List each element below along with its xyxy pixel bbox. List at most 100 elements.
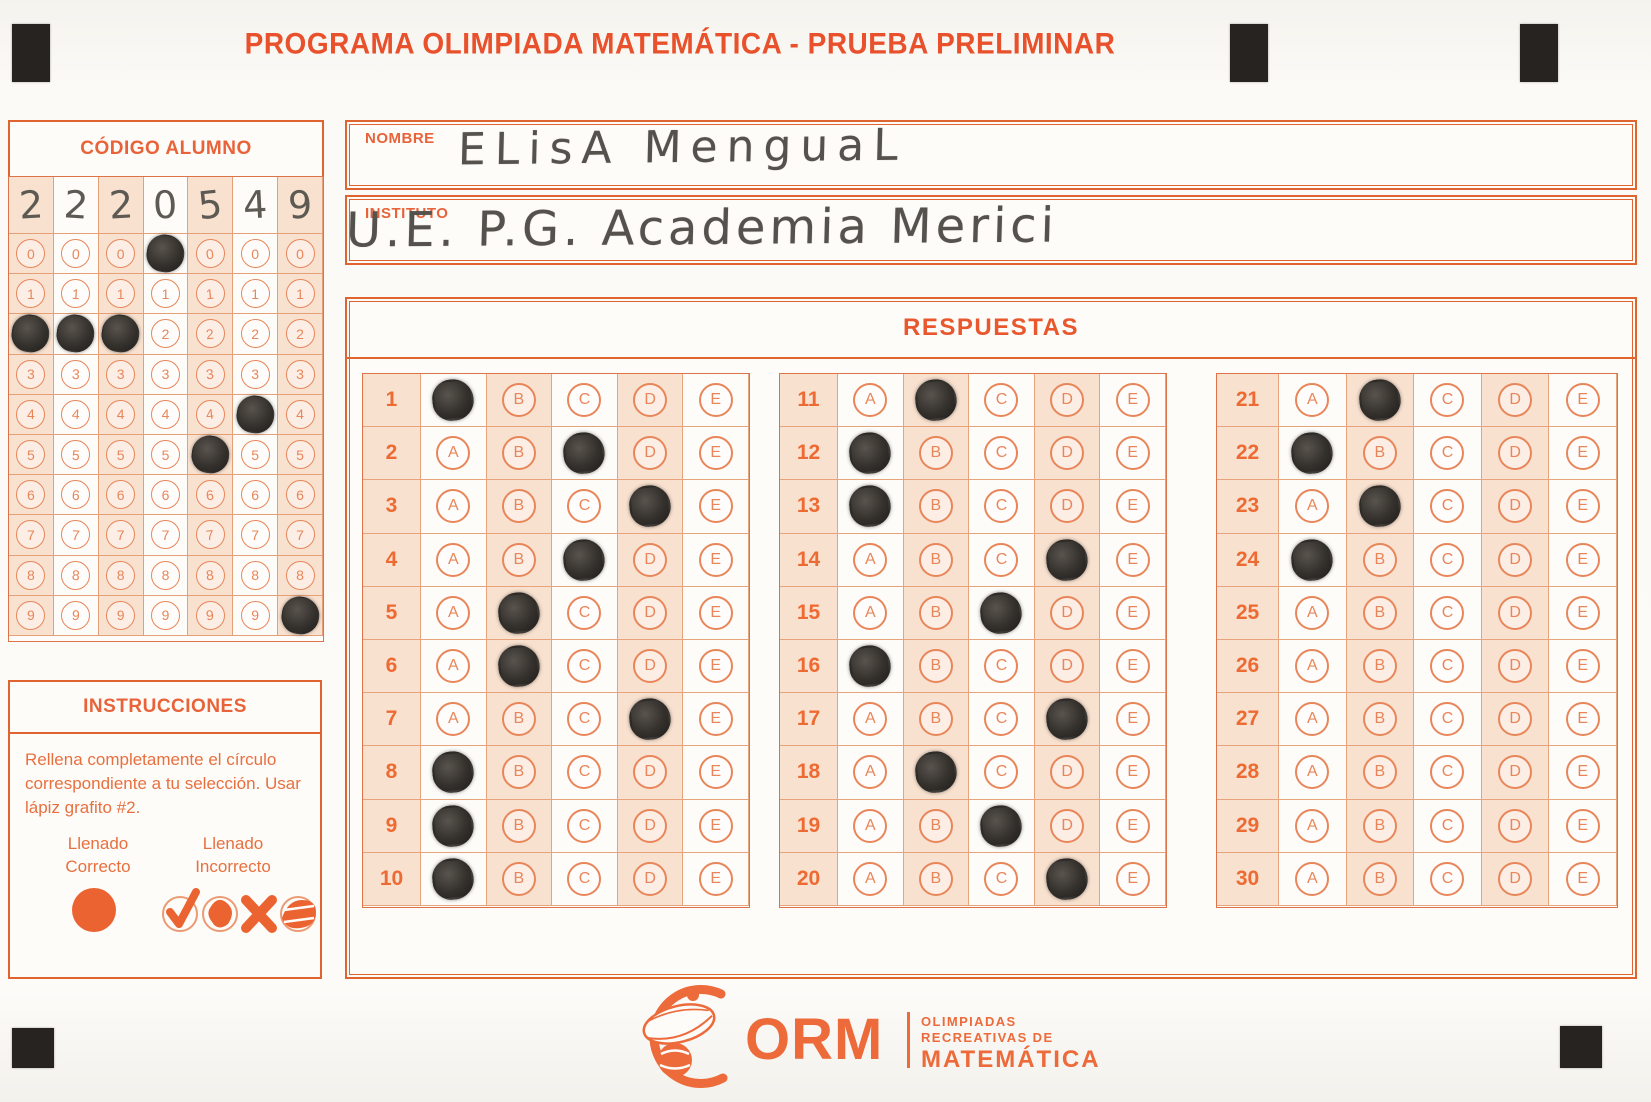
codigo-bubble-col4-7[interactable]: 7 [150,520,180,550]
bubble-q19-D[interactable]: D [1050,808,1085,843]
bubble-q10-A[interactable]: A [430,855,477,902]
bubble-q18-C[interactable]: C [984,755,1019,790]
codigo-bubble-col1-4[interactable]: 4 [16,399,46,429]
bubble-q27-D[interactable]: D [1498,702,1533,737]
bubble-q13-A[interactable]: A [847,483,894,530]
bubble-q6-C[interactable]: C [567,649,602,684]
codigo-bubble-col7-7[interactable]: 7 [285,520,315,550]
bubble-q28-A[interactable]: A [1295,755,1330,790]
codigo-bubble-col4-9[interactable]: 9 [150,600,180,630]
codigo-bubble-col1-0[interactable]: 0 [16,239,46,269]
bubble-q25-B[interactable]: B [1362,595,1397,630]
bubble-q30-C[interactable]: C [1430,861,1465,896]
bubble-q30-E[interactable]: E [1565,861,1600,896]
bubble-q9-C[interactable]: C [567,808,602,843]
codigo-bubble-col5-2[interactable]: 2 [195,319,225,349]
bubble-q1-B[interactable]: B [501,383,536,418]
bubble-q14-C[interactable]: C [984,542,1019,577]
codigo-bubble-col7-0[interactable]: 0 [285,239,315,269]
bubble-q28-B[interactable]: B [1362,755,1397,790]
codigo-bubble-col7-5[interactable]: 5 [285,440,315,470]
bubble-q18-E[interactable]: E [1115,755,1150,790]
codigo-bubble-col6-4[interactable]: 4 [233,393,277,436]
bubble-q26-E[interactable]: E [1565,649,1600,684]
bubble-q7-D[interactable]: D [627,696,673,743]
bubble-q26-C[interactable]: C [1430,649,1465,684]
bubble-q18-A[interactable]: A [853,755,888,790]
codigo-bubble-col3-0[interactable]: 0 [106,239,136,269]
codigo-bubble-col4-5[interactable]: 5 [150,440,180,470]
bubble-q14-D[interactable]: D [1044,536,1090,583]
bubble-q16-D[interactable]: D [1050,649,1085,684]
codigo-bubble-col1-5[interactable]: 5 [16,440,46,470]
bubble-q24-E[interactable]: E [1565,542,1600,577]
bubble-q18-D[interactable]: D [1050,755,1085,790]
bubble-q11-E[interactable]: E [1115,383,1150,418]
codigo-bubble-col5-0[interactable]: 0 [195,239,225,269]
bubble-q4-E[interactable]: E [698,542,733,577]
bubble-q5-E[interactable]: E [698,595,733,630]
codigo-bubble-col2-0[interactable]: 0 [61,239,91,269]
codigo-bubble-col6-2[interactable]: 2 [240,319,270,349]
codigo-bubble-col6-6[interactable]: 6 [240,480,270,510]
codigo-bubble-col4-0[interactable]: 0 [144,232,187,275]
bubble-q19-E[interactable]: E [1115,808,1150,843]
codigo-bubble-col3-8[interactable]: 8 [106,560,136,590]
codigo-bubble-col2-1[interactable]: 1 [61,279,91,309]
codigo-bubble-col6-0[interactable]: 0 [240,239,270,269]
codigo-bubble-col7-6[interactable]: 6 [285,480,315,510]
bubble-q6-E[interactable]: E [698,649,733,684]
bubble-q13-C[interactable]: C [984,489,1019,524]
codigo-bubble-col3-5[interactable]: 5 [106,440,136,470]
bubble-q8-D[interactable]: D [633,755,668,790]
bubble-q20-C[interactable]: C [984,861,1019,896]
bubble-q17-B[interactable]: B [918,702,953,737]
codigo-bubble-col3-6[interactable]: 6 [106,480,136,510]
codigo-bubble-col1-3[interactable]: 3 [16,359,46,389]
codigo-bubble-col1-2[interactable]: 2 [9,312,53,356]
bubble-q6-D[interactable]: D [633,649,668,684]
codigo-bubble-col4-1[interactable]: 1 [150,279,180,309]
codigo-bubble-col6-5[interactable]: 5 [240,440,270,470]
bubble-q21-A[interactable]: A [1295,383,1330,418]
bubble-q16-B[interactable]: B [918,649,953,684]
bubble-q11-D[interactable]: D [1050,383,1085,418]
bubble-q29-E[interactable]: E [1565,808,1600,843]
bubble-q8-B[interactable]: B [501,755,536,790]
codigo-bubble-col6-9[interactable]: 9 [240,600,270,630]
bubble-q25-C[interactable]: C [1430,595,1465,630]
bubble-q8-C[interactable]: C [567,755,602,790]
bubble-q12-A[interactable]: A [847,430,894,477]
bubble-q12-B[interactable]: B [918,436,953,471]
bubble-q9-A[interactable]: A [430,802,477,849]
bubble-q7-B[interactable]: B [501,702,536,737]
bubble-q28-D[interactable]: D [1498,755,1533,790]
bubble-q10-B[interactable]: B [501,861,536,896]
codigo-bubble-col7-1[interactable]: 1 [285,279,315,309]
bubble-q22-E[interactable]: E [1565,436,1600,471]
codigo-bubble-col7-4[interactable]: 4 [285,399,315,429]
bubble-q2-A[interactable]: A [436,436,471,471]
bubble-q17-E[interactable]: E [1115,702,1150,737]
bubble-q13-B[interactable]: B [918,489,953,524]
codigo-bubble-col4-3[interactable]: 3 [150,359,180,389]
codigo-bubble-col5-4[interactable]: 4 [195,399,225,429]
bubble-q5-B[interactable]: B [496,590,542,636]
bubble-q4-D[interactable]: D [633,542,668,577]
bubble-q15-C[interactable]: C [978,590,1025,636]
bubble-q23-A[interactable]: A [1295,489,1330,524]
bubble-q1-C[interactable]: C [567,383,602,418]
bubble-q3-A[interactable]: A [436,489,471,524]
bubble-q9-E[interactable]: E [698,808,733,843]
codigo-bubble-col5-3[interactable]: 3 [195,359,225,389]
codigo-bubble-col4-4[interactable]: 4 [150,399,180,429]
codigo-bubble-col4-6[interactable]: 6 [150,480,180,510]
codigo-bubble-col2-5[interactable]: 5 [61,440,91,470]
codigo-bubble-col2-3[interactable]: 3 [61,359,91,389]
bubble-q5-D[interactable]: D [633,595,668,630]
nombre-field[interactable]: NOMBRE [345,120,1637,190]
bubble-q4-B[interactable]: B [501,542,536,577]
bubble-q12-C[interactable]: C [984,436,1019,471]
codigo-bubble-col7-9[interactable]: 9 [278,593,322,637]
bubble-q16-C[interactable]: C [984,649,1019,684]
